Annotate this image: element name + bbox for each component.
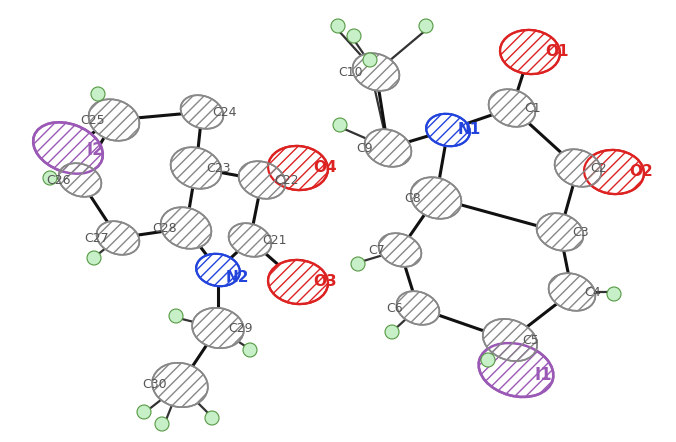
Ellipse shape bbox=[379, 233, 421, 267]
Ellipse shape bbox=[89, 99, 139, 141]
Ellipse shape bbox=[268, 146, 328, 190]
Text: O2: O2 bbox=[629, 164, 653, 179]
Ellipse shape bbox=[549, 273, 596, 311]
Circle shape bbox=[205, 411, 219, 425]
Ellipse shape bbox=[554, 149, 602, 187]
Circle shape bbox=[331, 19, 345, 33]
Circle shape bbox=[155, 417, 169, 431]
Ellipse shape bbox=[479, 343, 554, 397]
Ellipse shape bbox=[196, 254, 240, 286]
Circle shape bbox=[481, 353, 495, 367]
Ellipse shape bbox=[268, 260, 328, 304]
Circle shape bbox=[91, 87, 105, 101]
Circle shape bbox=[351, 257, 365, 271]
Text: C25: C25 bbox=[80, 114, 105, 126]
Text: C22: C22 bbox=[274, 174, 299, 187]
Text: I1: I1 bbox=[534, 366, 552, 384]
Text: C10: C10 bbox=[338, 65, 362, 79]
Ellipse shape bbox=[364, 129, 412, 167]
Circle shape bbox=[169, 309, 183, 323]
Text: C24: C24 bbox=[212, 106, 237, 118]
Ellipse shape bbox=[489, 89, 535, 127]
Circle shape bbox=[385, 325, 399, 339]
Ellipse shape bbox=[410, 177, 462, 219]
Text: C2: C2 bbox=[590, 161, 606, 175]
Text: C27: C27 bbox=[84, 232, 109, 244]
Text: C7: C7 bbox=[368, 244, 385, 256]
Text: C21: C21 bbox=[262, 233, 287, 247]
Ellipse shape bbox=[152, 363, 208, 407]
Ellipse shape bbox=[426, 114, 470, 146]
Ellipse shape bbox=[537, 213, 583, 251]
Text: O1: O1 bbox=[545, 45, 569, 60]
Circle shape bbox=[243, 343, 257, 357]
Text: C1: C1 bbox=[524, 102, 541, 114]
Text: C9: C9 bbox=[356, 141, 372, 155]
Text: C3: C3 bbox=[572, 225, 589, 239]
Ellipse shape bbox=[180, 95, 223, 129]
Circle shape bbox=[333, 118, 347, 132]
Ellipse shape bbox=[584, 150, 644, 194]
Ellipse shape bbox=[483, 319, 537, 361]
Text: C6: C6 bbox=[386, 301, 403, 315]
Text: C28: C28 bbox=[152, 221, 176, 235]
Text: C5: C5 bbox=[522, 334, 539, 347]
Ellipse shape bbox=[500, 30, 560, 74]
Circle shape bbox=[607, 287, 621, 301]
Ellipse shape bbox=[228, 223, 271, 257]
Ellipse shape bbox=[353, 53, 400, 91]
Text: O4: O4 bbox=[313, 160, 337, 175]
Ellipse shape bbox=[97, 221, 139, 255]
Ellipse shape bbox=[239, 161, 285, 199]
Ellipse shape bbox=[170, 147, 221, 189]
Text: C29: C29 bbox=[228, 321, 253, 335]
Text: C4: C4 bbox=[584, 286, 600, 298]
Circle shape bbox=[363, 53, 377, 67]
Ellipse shape bbox=[192, 308, 244, 348]
Circle shape bbox=[137, 405, 151, 419]
Text: C30: C30 bbox=[142, 378, 166, 392]
Ellipse shape bbox=[161, 207, 212, 249]
Text: I2: I2 bbox=[86, 141, 103, 159]
Circle shape bbox=[419, 19, 433, 33]
Text: C8: C8 bbox=[404, 191, 420, 205]
Text: N2: N2 bbox=[226, 271, 249, 286]
Ellipse shape bbox=[33, 122, 103, 174]
Ellipse shape bbox=[397, 291, 439, 325]
Text: N1: N1 bbox=[458, 122, 481, 137]
Circle shape bbox=[347, 29, 361, 43]
Circle shape bbox=[87, 251, 101, 265]
Text: C26: C26 bbox=[46, 174, 70, 187]
Circle shape bbox=[43, 171, 57, 185]
Text: C23: C23 bbox=[206, 161, 231, 175]
Ellipse shape bbox=[59, 163, 101, 197]
Text: O3: O3 bbox=[313, 274, 337, 290]
